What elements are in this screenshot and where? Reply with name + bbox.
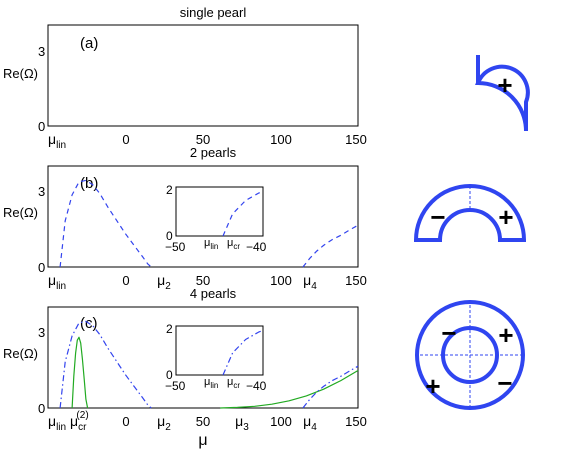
four-pearls-sign-minus-top: − — [441, 318, 456, 348]
panel-b-xtick-mu2: μ2 — [157, 272, 171, 292]
panel-b-ytick-3: 3 — [38, 184, 45, 199]
panel-c-xtick-mulin: μlin — [48, 413, 66, 433]
panel-c-xtick-mu2: μ2 — [157, 413, 171, 433]
panel-b-xtick-0: 0 — [122, 273, 129, 288]
panel-c-xtick-150: 150 — [345, 414, 367, 429]
panel-b: 2 pearls (b) Re(Ω) 3 0 μlin 0 μ2 50 100 … — [3, 145, 367, 292]
panel-c-series-0 — [59, 320, 152, 409]
panel-c-xtick-mu3: μ3 — [235, 413, 249, 433]
single-pearl-sign-plus: + — [497, 70, 512, 100]
four-pearls-sign-minus-bottom: − — [497, 368, 512, 398]
two-pearls-shape — [413, 184, 527, 242]
panel-a-ytick-3: 3 — [38, 44, 45, 59]
panel-c-ytick-3: 3 — [38, 325, 45, 340]
schematic-two-pearls: − + — [413, 184, 527, 242]
panel-b-inset: 2 0 −50 μlin μcr −40 — [165, 183, 267, 254]
panel-c-frame — [47, 306, 359, 409]
panel-c-xtick-mu4: μ4 — [303, 413, 317, 433]
panel-c-series-3 — [302, 365, 359, 409]
schematic-four-pearls: − + + − — [415, 300, 525, 410]
panel-a-label: (a) — [80, 35, 98, 52]
panel-c-inset-ytick-0: 0 — [166, 368, 173, 382]
panel-b-xtick-100: 100 — [270, 273, 292, 288]
panel-a-xtick-mulin: μlin — [48, 131, 66, 151]
four-pearls-sign-plus-bottom: + — [425, 371, 440, 401]
single-pearl-boundary — [476, 55, 528, 104]
panel-b-inset-xtick-m40: −40 — [246, 240, 267, 254]
panel-a-xtick-150: 150 — [345, 132, 367, 147]
panel-c-inset-curves — [222, 329, 264, 376]
panel-a-ytick-0: 0 — [38, 119, 45, 134]
schematic-single-pearl: + — [475, 55, 530, 132]
panel-c-series-1 — [71, 336, 89, 409]
panel-c-inset-frame — [175, 325, 264, 376]
panel-b-xticks: μlin 0 μ2 50 100 μ4 150 — [48, 272, 367, 292]
panel-b-inset-xtick-m50: −50 — [165, 240, 186, 254]
panel-b-xtick-150: 150 — [345, 273, 367, 288]
panel-b-inset-xtick-mulin: μlin — [204, 237, 218, 251]
panel-c-curves — [59, 320, 359, 409]
panel-a-xtick-50: 50 — [196, 132, 210, 147]
panel-a-xtick-0: 0 — [122, 132, 129, 147]
panel-c-xtick-100: 100 — [270, 414, 292, 429]
panel-c-xlabel: μ — [198, 432, 207, 449]
panel-c-inset-ytick-2: 2 — [166, 322, 173, 336]
single-pearl-shape — [475, 64, 530, 132]
panel-a-frame — [47, 24, 359, 127]
panel-b-inset-ytick-0: 0 — [166, 229, 173, 243]
panel-c-xtick-0: 0 — [122, 414, 129, 429]
panel-c-xtick-50: 50 — [196, 414, 210, 429]
panel-a-ylabel: Re(Ω) — [3, 66, 38, 81]
panel-a-xtick-100: 100 — [270, 132, 292, 147]
panel-b-series-1 — [302, 224, 359, 268]
panel-c-ytick-0: 0 — [38, 401, 45, 416]
panel-b-xtick-mu4: μ4 — [303, 272, 317, 292]
panel-c-title: 4 pearls — [190, 286, 237, 301]
panel-c-inset-xtick-mulin: μlin — [204, 376, 218, 390]
panel-c-inset-xtick-mucr: μcr — [227, 376, 240, 390]
panel-b-ytick-0: 0 — [38, 260, 45, 275]
panel-a: single pearl (a) Re(Ω) 3 0 μlin 0 50 100… — [3, 5, 367, 151]
panel-b-curves — [59, 179, 359, 268]
panel-c-inset: 2 0 −50 μlin μcr −40 — [165, 322, 267, 393]
panel-b-label: (b) — [80, 175, 98, 192]
panel-c-xticks: μlin μcr(2) 0 μ2 50 μ3 100 μ4 150 — [48, 410, 367, 433]
panel-b-xtick-50: 50 — [196, 273, 210, 288]
panel-b-inset-xtick-mucr: μcr — [227, 237, 240, 251]
four-pearls-sign-plus-top: + — [498, 320, 513, 350]
panel-b-inset-ytick-2: 2 — [166, 183, 173, 197]
panel-c-inset-series-0 — [222, 329, 264, 376]
panel-c-inset-xtick-m50: −50 — [165, 379, 186, 393]
two-pearls-sign-plus: + — [498, 202, 513, 232]
panel-c-series-2 — [220, 369, 359, 409]
panel-c-xtick-mucr2: μcr(2) — [70, 410, 89, 433]
panel-c-inset-xtick-m40: −40 — [246, 379, 267, 393]
panel-a-title: single pearl — [180, 5, 247, 20]
panel-b-ylabel: Re(Ω) — [3, 205, 38, 220]
panel-b-title: 2 pearls — [190, 145, 237, 160]
panel-b-series-0 — [59, 179, 152, 268]
panel-b-xtick-mulin: μlin — [48, 272, 66, 292]
panel-c: 4 pearls (c) Re(Ω) 3 0 μlin μcr(2) 0 μ2 … — [3, 286, 367, 449]
panel-b-inset-frame — [175, 186, 264, 237]
panel-b-frame — [47, 165, 359, 268]
two-pearls-sign-minus: − — [430, 202, 445, 232]
panel-c-ylabel: Re(Ω) — [3, 346, 38, 361]
